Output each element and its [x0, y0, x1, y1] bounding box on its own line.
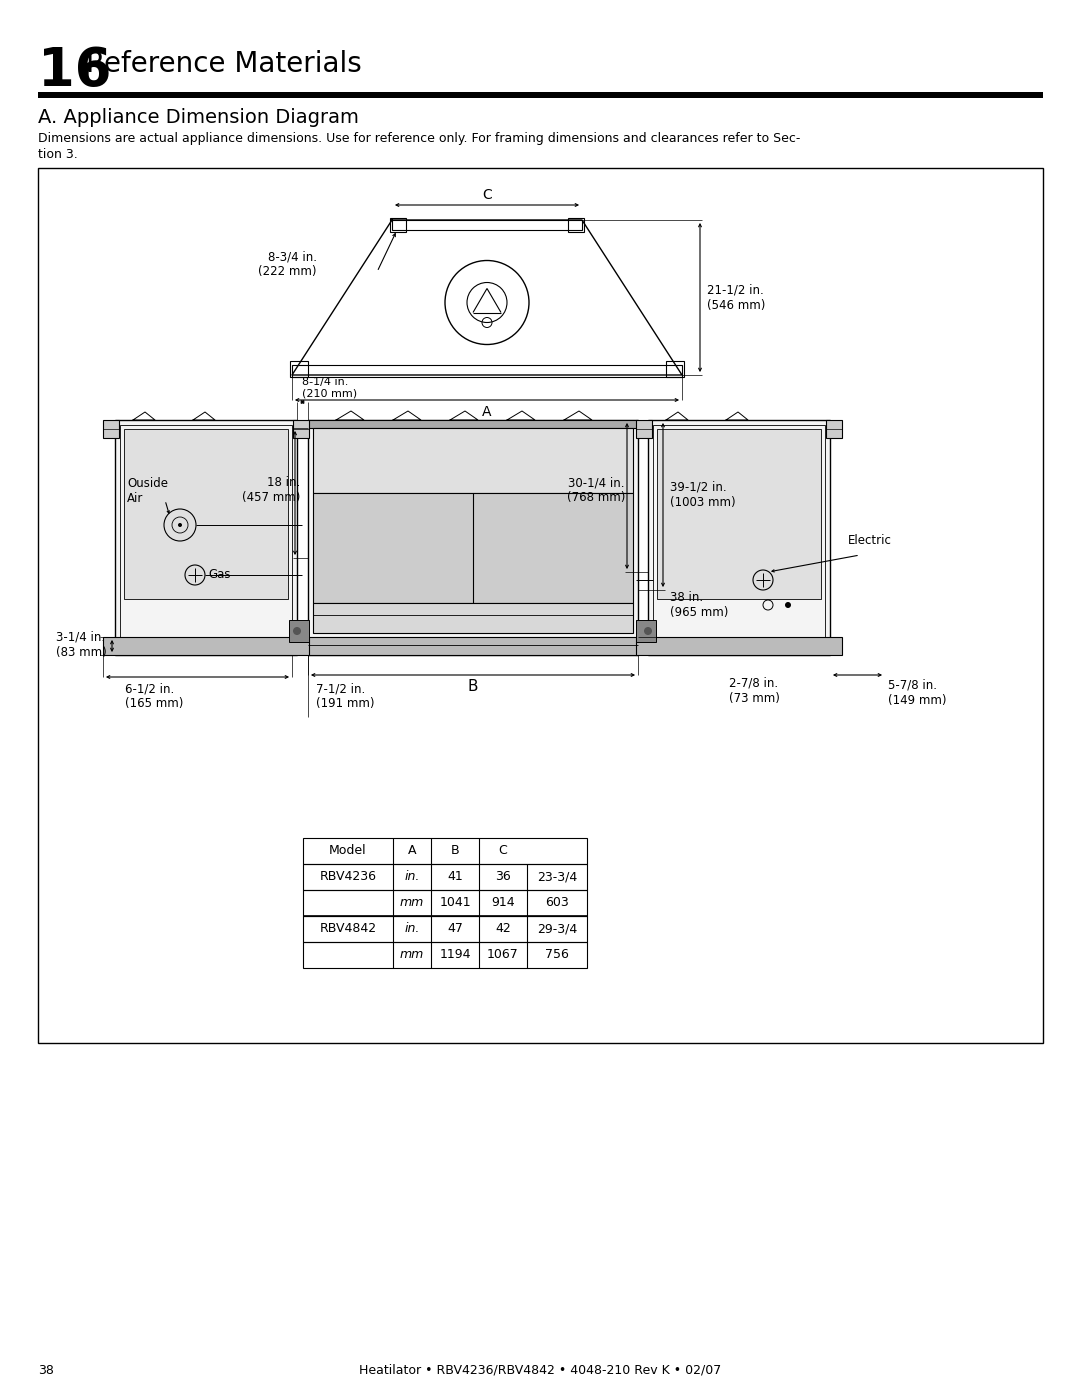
Circle shape	[178, 522, 183, 527]
Bar	[38, 92, 1043, 98]
Text: 16: 16	[38, 45, 111, 96]
Bar	[114, 420, 297, 655]
Text: mm: mm	[400, 897, 424, 909]
Text: 47: 47	[447, 922, 463, 936]
Text: Heatilator • RBV4236/RBV4842 • 4048-210 Rev K • 02/07: Heatilator • RBV4236/RBV4842 • 4048-210 …	[359, 1363, 721, 1376]
Text: B: B	[468, 679, 478, 694]
Bar	[636, 620, 656, 643]
Bar	[568, 218, 584, 232]
Text: in.: in.	[404, 870, 420, 883]
Text: 7-1/2 in.
(191 mm): 7-1/2 in. (191 mm)	[316, 682, 375, 710]
Circle shape	[644, 627, 652, 636]
Bar	[303, 890, 588, 916]
Text: 39-1/2 in.
(1003 mm): 39-1/2 in. (1003 mm)	[670, 481, 735, 509]
Bar	[38, 168, 1043, 1044]
Text: A. Appliance Dimension Diagram: A. Appliance Dimension Diagram	[38, 108, 359, 127]
Bar	[103, 420, 119, 439]
Bar	[313, 604, 633, 633]
Text: 1041: 1041	[440, 897, 471, 909]
Text: B: B	[450, 845, 459, 858]
Bar	[636, 420, 652, 439]
Text: 29-3/4: 29-3/4	[537, 922, 577, 936]
Bar	[303, 863, 588, 890]
Text: 36: 36	[495, 870, 511, 883]
Bar	[293, 420, 309, 439]
Bar	[666, 360, 684, 377]
Text: RBV4842: RBV4842	[320, 922, 377, 936]
Circle shape	[785, 602, 791, 608]
Text: C: C	[499, 845, 508, 858]
Text: 603: 603	[545, 897, 569, 909]
Bar	[103, 637, 309, 655]
Text: 1067: 1067	[487, 949, 518, 961]
Text: 41: 41	[447, 870, 463, 883]
Bar	[292, 365, 681, 377]
Text: A: A	[483, 405, 491, 419]
Text: tion 3.: tion 3.	[38, 148, 78, 161]
Text: 23-3/4: 23-3/4	[537, 870, 577, 883]
Bar	[653, 425, 825, 650]
Text: RBV4236: RBV4236	[320, 870, 377, 883]
Bar	[291, 360, 308, 377]
Text: 8-3/4 in.
(222 mm): 8-3/4 in. (222 mm)	[258, 250, 318, 278]
Bar	[120, 425, 292, 650]
Bar	[308, 420, 638, 427]
Bar	[636, 637, 842, 655]
Bar	[313, 493, 633, 604]
Bar	[392, 219, 582, 231]
Circle shape	[293, 627, 301, 636]
Bar	[308, 637, 638, 655]
Text: 38: 38	[38, 1363, 54, 1376]
Bar	[390, 218, 406, 232]
Text: Model: Model	[329, 845, 367, 858]
Text: 21-1/2 in.
(546 mm): 21-1/2 in. (546 mm)	[707, 284, 766, 312]
Text: 38 in.
(965 mm): 38 in. (965 mm)	[670, 591, 728, 619]
Text: Ouside
Air: Ouside Air	[127, 476, 168, 504]
Text: 30-1/4 in.
(768 mm): 30-1/4 in. (768 mm)	[567, 476, 625, 504]
Text: 18 in.
(457 mm): 18 in. (457 mm)	[242, 476, 300, 504]
Text: 1194: 1194	[440, 949, 471, 961]
Text: 8-1/4 in.
(210 mm): 8-1/4 in. (210 mm)	[302, 377, 357, 400]
Bar	[303, 916, 588, 942]
Text: mm: mm	[400, 949, 424, 961]
Text: Dimensions are actual appliance dimensions. Use for reference only. For framing : Dimensions are actual appliance dimensio…	[38, 131, 800, 145]
Text: 756: 756	[545, 949, 569, 961]
Bar	[648, 420, 831, 655]
Text: 914: 914	[491, 897, 515, 909]
Text: 6-1/2 in.
(165 mm): 6-1/2 in. (165 mm)	[125, 682, 184, 710]
Bar	[303, 838, 588, 863]
Text: 2-7/8 in.
(73 mm): 2-7/8 in. (73 mm)	[729, 678, 780, 705]
Text: Reference Materials: Reference Materials	[86, 50, 362, 78]
Text: Gas: Gas	[208, 569, 230, 581]
Text: in.: in.	[404, 922, 420, 936]
Text: Electric: Electric	[848, 534, 892, 546]
Text: C: C	[482, 189, 491, 203]
Text: 42: 42	[495, 922, 511, 936]
Bar	[826, 420, 842, 439]
Bar	[313, 427, 633, 493]
Text: 5-7/8 in.
(149 mm): 5-7/8 in. (149 mm)	[888, 679, 946, 707]
Bar	[124, 429, 288, 599]
Text: A: A	[408, 845, 416, 858]
Bar	[303, 942, 588, 968]
Text: 3-1/4 in.
(83 mm): 3-1/4 in. (83 mm)	[56, 631, 107, 659]
Bar	[308, 420, 638, 655]
Bar	[289, 620, 309, 643]
Bar	[657, 429, 821, 599]
